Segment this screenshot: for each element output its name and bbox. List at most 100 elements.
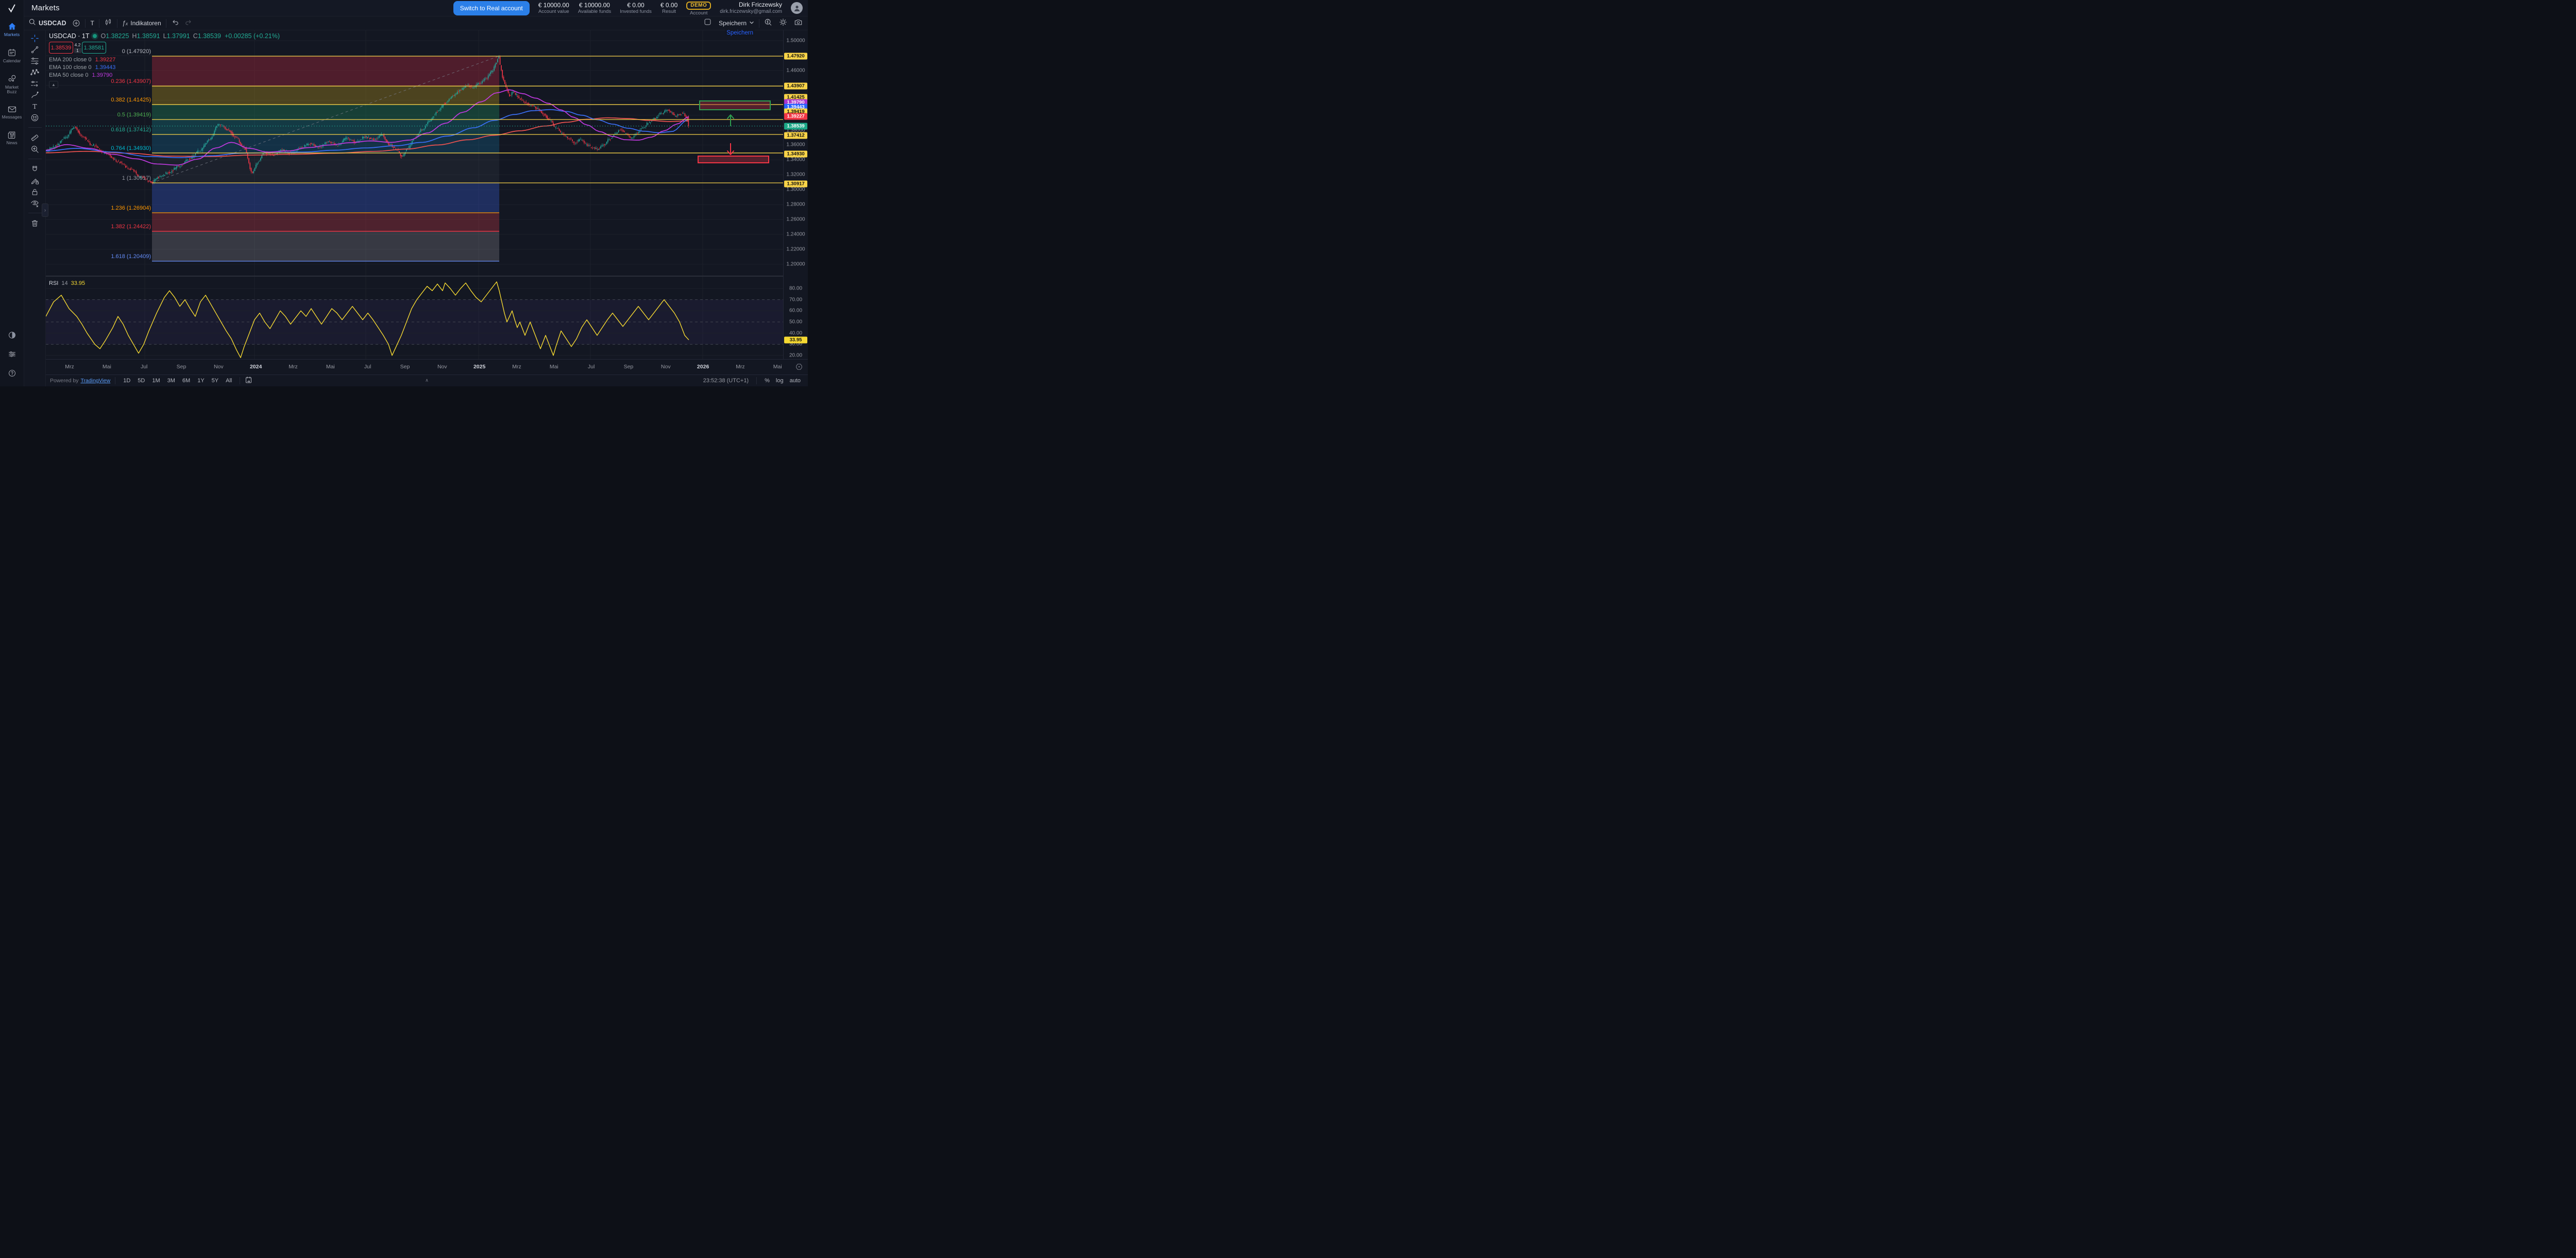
time-axis-label: Sep — [624, 364, 634, 370]
panel-expand-chevron[interactable]: ∧ — [425, 378, 429, 383]
sidebar-item-markets[interactable]: Markets — [0, 16, 24, 43]
magnet-mode-button[interactable] — [28, 164, 42, 174]
sidebar-item-messages[interactable]: Messages — [0, 100, 24, 125]
camera-icon — [794, 18, 803, 29]
measure-tool[interactable] — [28, 133, 42, 142]
compare-add-symbol-button[interactable] — [72, 19, 80, 27]
fib-level-label: 1 (1.30917) — [122, 175, 151, 181]
trend-line-tool[interactable] — [28, 45, 42, 54]
time-axis-label: Mai — [773, 364, 782, 370]
brush-tool[interactable] — [28, 90, 42, 99]
gear-icon — [779, 18, 787, 29]
crosshair-tool[interactable] — [28, 33, 42, 43]
indicators-button[interactable]: ƒx Indikatoren — [122, 20, 161, 27]
ohlc-o: O1.38225 — [100, 32, 129, 40]
time-axis-label: Mai — [550, 364, 558, 370]
go-to-date-icon[interactable] — [245, 376, 252, 385]
fib-retracement-tool[interactable] — [28, 56, 42, 65]
price-axis-label: 1.34000 — [784, 157, 808, 163]
range-button-3m[interactable]: 3M — [164, 377, 178, 385]
remove-drawings-button[interactable] — [28, 218, 42, 228]
help-icon[interactable] — [8, 369, 16, 380]
sidebar-item-label: Market Buzz — [1, 85, 23, 95]
price-axis-label: 1.28000 — [784, 202, 808, 208]
xabcd-pattern-tool[interactable] — [28, 67, 42, 77]
save-tooltip: Speichern — [725, 30, 755, 36]
indicator-legend-ema-200[interactable]: EMA 200 close 01.39227 — [49, 56, 280, 64]
rsi-axis-label: 60.00 — [784, 308, 808, 314]
price-axis-label: 1.50000 — [784, 38, 808, 43]
switch-to-real-account-button[interactable]: Switch to Real account — [453, 1, 530, 15]
range-button-all[interactable]: All — [223, 377, 235, 385]
time-axis-label: Sep — [177, 364, 187, 370]
projection-tool[interactable] — [28, 79, 42, 88]
log-scale-button[interactable]: log — [773, 377, 787, 385]
sidebar-item-calendar[interactable]: Calendar — [0, 43, 24, 69]
sliders-icon[interactable] — [8, 350, 16, 361]
indicator-legend-ema-50[interactable]: EMA 50 close 01.39790 — [49, 72, 280, 79]
lock-drawings-button[interactable] — [28, 187, 42, 196]
percent-scale-button[interactable]: % — [761, 377, 773, 385]
price-axis-chip: 1.39227 — [784, 113, 807, 120]
buy-ask-button[interactable]: 1.38581 — [82, 42, 106, 54]
symbol-name: USDCAD — [39, 20, 66, 27]
time-axis[interactable]: MrzMaiJulSepNov2024MrzMaiJulSepNov2025Mr… — [46, 359, 808, 375]
range-button-5y[interactable]: 5Y — [209, 377, 222, 385]
ohlc-h: H1.38591 — [132, 32, 160, 40]
quick-search-button[interactable] — [764, 18, 772, 29]
contrast-icon[interactable] — [8, 331, 16, 342]
range-button-1d[interactable]: 1D — [120, 377, 133, 385]
rsi-name: RSI — [49, 280, 58, 286]
account-type: DEMO Account — [686, 0, 711, 16]
app-sidebar: MarketsCalendar Market Buzz MessagesNews — [0, 0, 24, 386]
time-axis-label: Jul — [364, 364, 371, 370]
save-layout-button[interactable]: Speichern — [719, 19, 754, 28]
sidebar-item-market-buzz[interactable]: Market Buzz — [0, 69, 24, 100]
range-button-1y[interactable]: 1Y — [194, 377, 207, 385]
price-axis[interactable]: 1.500001.460001.380001.360001.340001.320… — [783, 30, 808, 359]
tradingview-link[interactable]: TradingView — [80, 378, 110, 384]
chart-area[interactable]: USDCAD · 1T O1.38225H1.38591L1.37991C1.3… — [46, 30, 808, 386]
undo-icon — [171, 18, 179, 29]
chart-type-button[interactable] — [104, 18, 112, 29]
user-avatar[interactable] — [791, 2, 803, 14]
zoom-in-tool[interactable] — [28, 144, 42, 154]
timezone-clock-icon[interactable] — [795, 363, 803, 372]
range-button-5d[interactable]: 5D — [134, 377, 148, 385]
price-axis-label: 1.46000 — [784, 67, 808, 73]
legend-symbol[interactable]: USDCAD · 1T — [49, 32, 89, 40]
price-axis-label: 1.22000 — [784, 246, 808, 252]
stay-in-drawing-mode-button[interactable] — [28, 176, 42, 185]
hide-drawings-button[interactable] — [28, 198, 42, 208]
time-axis-label: Mai — [103, 364, 111, 370]
chart-settings-button[interactable] — [779, 18, 787, 29]
demo-badge-label: Account — [686, 10, 711, 16]
auto-scale-button[interactable]: auto — [787, 377, 804, 385]
redo-button[interactable] — [184, 18, 193, 29]
undo-button[interactable] — [171, 18, 179, 29]
chevron-down-icon — [749, 19, 754, 28]
range-button-6m[interactable]: 6M — [179, 377, 193, 385]
text-tool[interactable]: T — [28, 101, 42, 111]
sell-bid-button[interactable]: 1.38539 — [49, 42, 73, 54]
price-axis-label: 1.20000 — [784, 261, 808, 267]
time-axis-label: Jul — [588, 364, 595, 370]
fib-level-label: 1.618 (1.20409) — [111, 253, 151, 260]
layout-select-button[interactable] — [704, 18, 711, 28]
range-button-1m[interactable]: 1M — [149, 377, 163, 385]
legend-collapse-button[interactable]: ▲ — [49, 81, 58, 88]
user-email: dirk.friczewsky@gmail.com — [720, 9, 782, 15]
toolbar-drawer-handle[interactable]: › — [42, 203, 48, 217]
sidebar-item-news[interactable]: News — [0, 125, 24, 151]
emoji-tool[interactable] — [28, 113, 42, 122]
time-axis-label: Nov — [214, 364, 224, 370]
layout-square-icon — [704, 18, 711, 28]
top-header: Markets Switch to Real account € 10000.0… — [24, 0, 808, 16]
time-axis-label: 2024 — [250, 364, 262, 370]
indicator-legend-ema-100[interactable]: EMA 100 close 01.39443 — [49, 64, 280, 72]
snapshot-button[interactable] — [794, 18, 803, 29]
interval-button[interactable]: T — [90, 20, 94, 27]
symbol-search-button[interactable]: USDCAD — [28, 18, 66, 28]
time-axis-label: Jul — [141, 364, 147, 370]
ohlc-c: C1.38539 — [193, 32, 221, 40]
